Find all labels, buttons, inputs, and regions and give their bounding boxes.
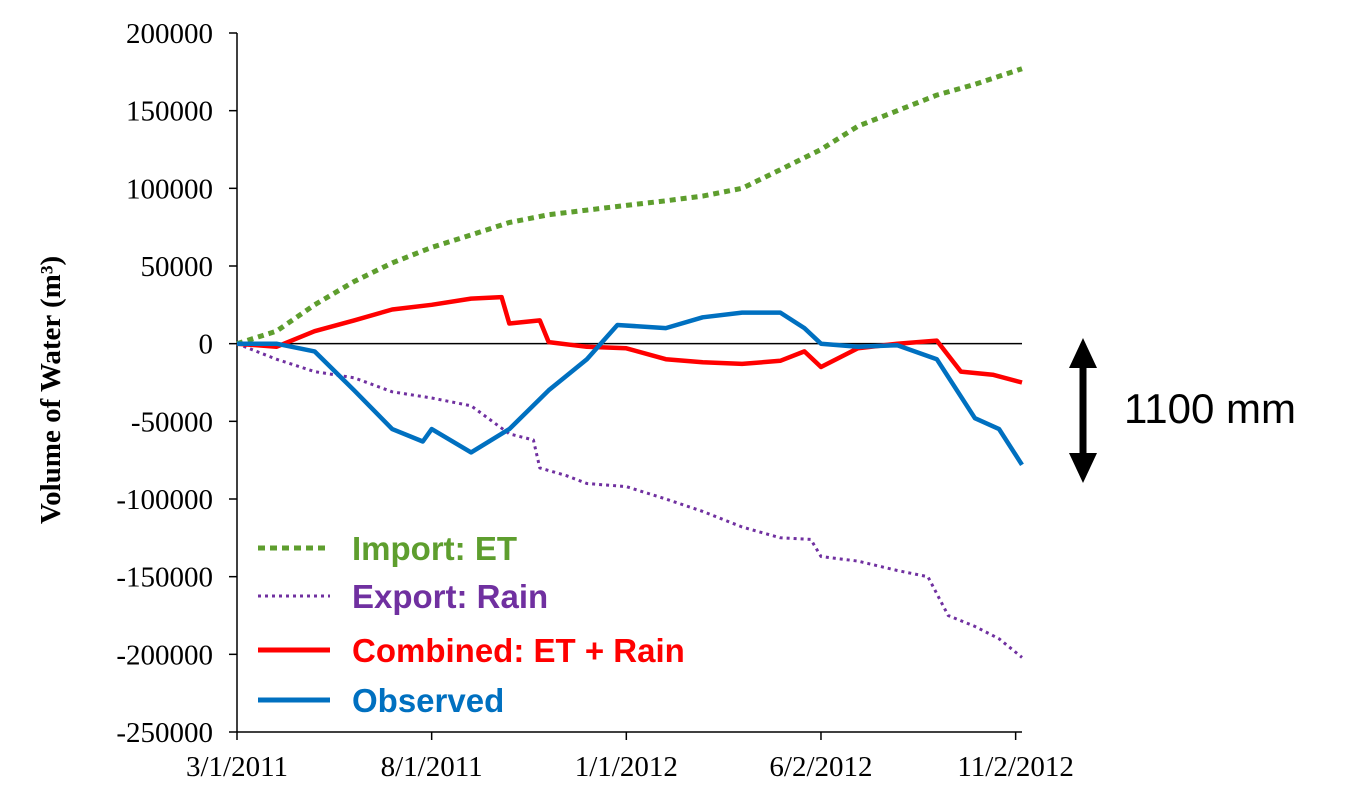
x-tick-label: 6/2/2012 [769, 751, 872, 783]
x-tick-label: 1/1/2012 [575, 751, 678, 783]
legend: Import: ET Export: Rain Combined: ET + Rai… [258, 530, 685, 719]
series-lines [236, 66, 1024, 659]
x-axis-ticks: 3/1/2011 8/1/2011 1/1/2012 6/2/2012 11/2/201… [186, 732, 1074, 783]
legend-label: Combined: ET + Rain [352, 632, 685, 669]
y-tick-label: 0 [199, 329, 214, 361]
series-line-3 [237, 310, 1024, 467]
series-line-2 [236, 294, 1023, 385]
legend-label: Export: Rain [352, 578, 548, 615]
legend-label: Observed [352, 682, 504, 719]
series-line-1 [236, 342, 1023, 659]
y-tick-label: -150000 [116, 562, 213, 594]
y-tick-label: 200000 [126, 18, 213, 50]
series-line-0 [236, 66, 1023, 347]
legend-label: Import: ET [352, 530, 517, 567]
y-tick-label: -250000 [116, 717, 213, 749]
arrow-down-icon [1069, 453, 1097, 483]
y-axis-ticks: 200000 150000 100000 50000 0 -50000 -100000 -15… [116, 18, 237, 749]
y-axis-label: Volume of Water (m³) [35, 256, 67, 524]
y-tick-label: -100000 [116, 484, 213, 516]
arrow-up-icon [1069, 338, 1097, 368]
x-tick-label: 3/1/2011 [186, 751, 288, 783]
y-tick-label: 50000 [141, 251, 214, 283]
y-tick-label: 100000 [126, 173, 213, 205]
x-tick-label: 8/1/2011 [381, 751, 483, 783]
x-tick-label: 11/2/2012 [957, 751, 1074, 783]
range-annotation: 1100 mm [1069, 338, 1296, 483]
y-tick-label: -200000 [116, 639, 213, 671]
y-tick-label: 150000 [126, 96, 213, 128]
annotation-label: 1100 mm [1124, 385, 1296, 432]
y-tick-label: -50000 [131, 406, 213, 438]
